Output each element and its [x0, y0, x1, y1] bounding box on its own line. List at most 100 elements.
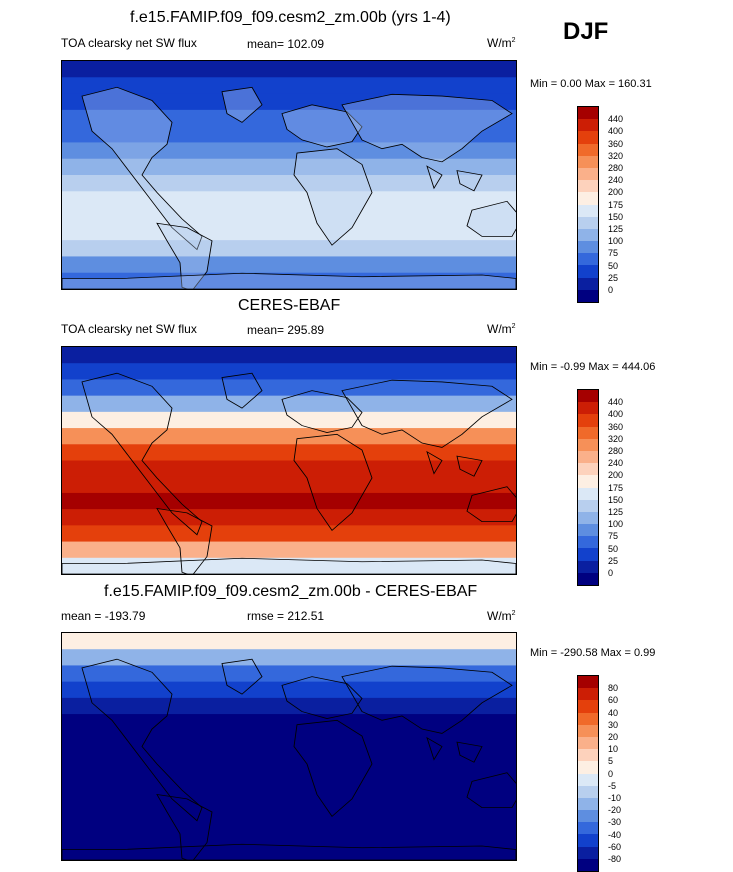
colorbar-tick-label: -30	[608, 817, 622, 828]
panel2-variable: TOA clearsky net SW flux	[61, 322, 197, 336]
season-label: DJF	[563, 18, 609, 45]
coastline	[341, 665, 513, 734]
panel1-units: W/m2	[487, 36, 516, 50]
colorbar-swatch	[578, 712, 598, 725]
colorbar-tick-label: 40	[608, 707, 619, 718]
latitude-band	[62, 460, 516, 478]
colorbar-tick-label: 75	[608, 248, 619, 259]
coastline	[293, 148, 373, 246]
colorbar-swatch	[578, 450, 598, 464]
latitude-band	[62, 444, 516, 461]
colorbar-tick-label: 280	[608, 163, 624, 173]
colorbar-tick-label: 360	[608, 421, 624, 432]
latitude-band	[62, 126, 516, 143]
colorbar-tick-label: -20	[608, 805, 622, 816]
colorbar-swatch	[578, 834, 598, 847]
latitude-band	[62, 525, 516, 543]
colorbar-swatch	[578, 676, 598, 689]
latitude-band	[62, 714, 516, 731]
colorbar-tick-label: 25	[608, 555, 619, 566]
colorbar-swatch	[578, 773, 598, 786]
panel2-mean: mean= 295.89	[247, 323, 325, 337]
colorbar-swatch	[578, 180, 598, 193]
colorbar-tick-label: 125	[608, 224, 624, 234]
colorbar-swatch	[578, 438, 598, 451]
latitude-band	[62, 428, 516, 445]
colorbar-swatch	[578, 499, 598, 512]
latitude-band	[62, 633, 516, 650]
latitude-band	[62, 142, 516, 160]
colorbar-swatch	[578, 572, 598, 585]
panel1-variable: TOA clearsky net SW flux	[61, 36, 197, 50]
coastline	[466, 200, 516, 237]
colorbar-swatch	[578, 204, 598, 217]
coastline	[221, 86, 263, 123]
panel1-colorbar	[577, 106, 599, 303]
colorbar-swatch	[578, 700, 598, 713]
coastline	[293, 719, 373, 817]
map-field	[62, 61, 516, 289]
colorbar-tick-label: -5	[608, 780, 617, 791]
coastline	[62, 557, 516, 574]
latitude-band	[62, 363, 516, 380]
colorbar-tick-label: 175	[608, 482, 624, 493]
latitude-band	[62, 730, 516, 747]
latitude-band	[62, 697, 516, 715]
coastline	[426, 165, 483, 192]
coastline	[156, 794, 213, 860]
panel3-map	[61, 632, 517, 861]
latitude-band	[62, 778, 516, 796]
colorbar-tick-label: 75	[608, 531, 619, 542]
colorbar-swatch	[578, 463, 598, 476]
latitude-band	[62, 347, 516, 364]
coastline	[466, 486, 516, 523]
colorbar-tick-label: 360	[608, 138, 624, 149]
latitude-band	[62, 411, 516, 429]
colorbar-swatch	[578, 724, 598, 737]
colorbar-swatch	[578, 390, 598, 403]
colorbar-swatch	[578, 797, 598, 811]
colorbar-swatch	[578, 253, 598, 266]
colorbar-tick-label: 50	[608, 543, 619, 554]
latitude-band	[62, 272, 516, 289]
latitude-band	[62, 665, 516, 683]
panel1-mean: mean= 102.09	[247, 37, 325, 51]
coastline	[281, 104, 363, 148]
coastline	[156, 222, 213, 289]
coastline	[281, 676, 363, 719]
latitude-band	[62, 61, 516, 78]
map-field	[62, 633, 516, 860]
coastline	[81, 86, 203, 251]
coastline	[221, 372, 263, 409]
colorbar-swatch	[578, 216, 598, 229]
coastline	[293, 433, 373, 531]
colorbar-tick-label: -80	[608, 854, 622, 864]
colorbar-swatch	[578, 143, 598, 156]
coastline	[426, 736, 483, 763]
colorbar-swatch	[578, 119, 598, 132]
colorbar-tick-label: 80	[608, 683, 619, 694]
coastline	[221, 658, 263, 695]
colorbar-swatch	[578, 155, 598, 168]
colorbar-tick-label: 100	[608, 236, 624, 247]
colorbar-swatch	[578, 810, 598, 823]
colorbar-swatch	[578, 560, 598, 573]
colorbar-tick-label: 10	[608, 744, 619, 755]
colorbar-swatch	[578, 749, 598, 762]
latitude-band	[62, 395, 516, 413]
panel2-title: CERES-EBAF	[238, 297, 341, 314]
colorbar-swatch	[578, 228, 598, 242]
colorbar-tick-label: 320	[608, 150, 624, 161]
panel1-minmax: Min = 0.00 Max = 160.31	[530, 78, 652, 90]
colorbar-tick-label: 440	[608, 114, 624, 125]
colorbar-swatch	[578, 131, 598, 144]
colorbar-tick-label: 20	[608, 732, 619, 742]
colorbar-swatch	[578, 192, 598, 205]
coastline	[62, 843, 516, 860]
map-field	[62, 347, 516, 574]
colorbar-tick-label: 400	[608, 126, 624, 137]
panel1-map	[61, 60, 517, 290]
colorbar-tick-label: 50	[608, 260, 619, 271]
colorbar-tick-label: 240	[608, 458, 624, 469]
latitude-band	[62, 77, 516, 95]
